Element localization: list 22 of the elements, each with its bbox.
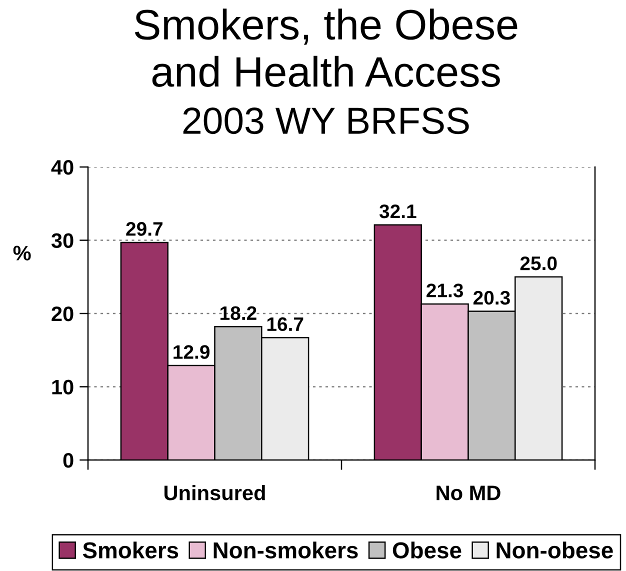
chart-title: Smokers, the Obese and Health Access [134,8,518,87]
data-label: 16.7 [267,317,304,332]
y-axis-title: % [13,246,31,260]
legend-label: Non-smokers [214,542,358,558]
chart-subtitle: 2003 WY BRFSS [183,108,469,134]
y-tick-label: 40 [51,160,74,175]
legend-label: Non-obese [496,542,613,558]
data-label: 29.7 [126,222,162,236]
data-label: 32.1 [379,204,416,218]
data-label: 18.2 [220,306,256,320]
y-tick-label: 20 [52,306,74,322]
y-tick-label: 0 [63,453,74,468]
x-tick-label: No MD [436,486,500,500]
data-label: 25.0 [520,256,557,270]
y-tick-label: 10 [52,380,74,395]
data-label: 12.9 [174,345,210,359]
y-tick-label: 30 [51,233,74,248]
data-label: 20.3 [473,290,510,305]
legend-label: Obese [392,542,462,558]
legend-label: Smokers [82,542,178,558]
data-label: 21.3 [426,284,464,298]
x-tick-label: Uninsured [164,485,265,500]
